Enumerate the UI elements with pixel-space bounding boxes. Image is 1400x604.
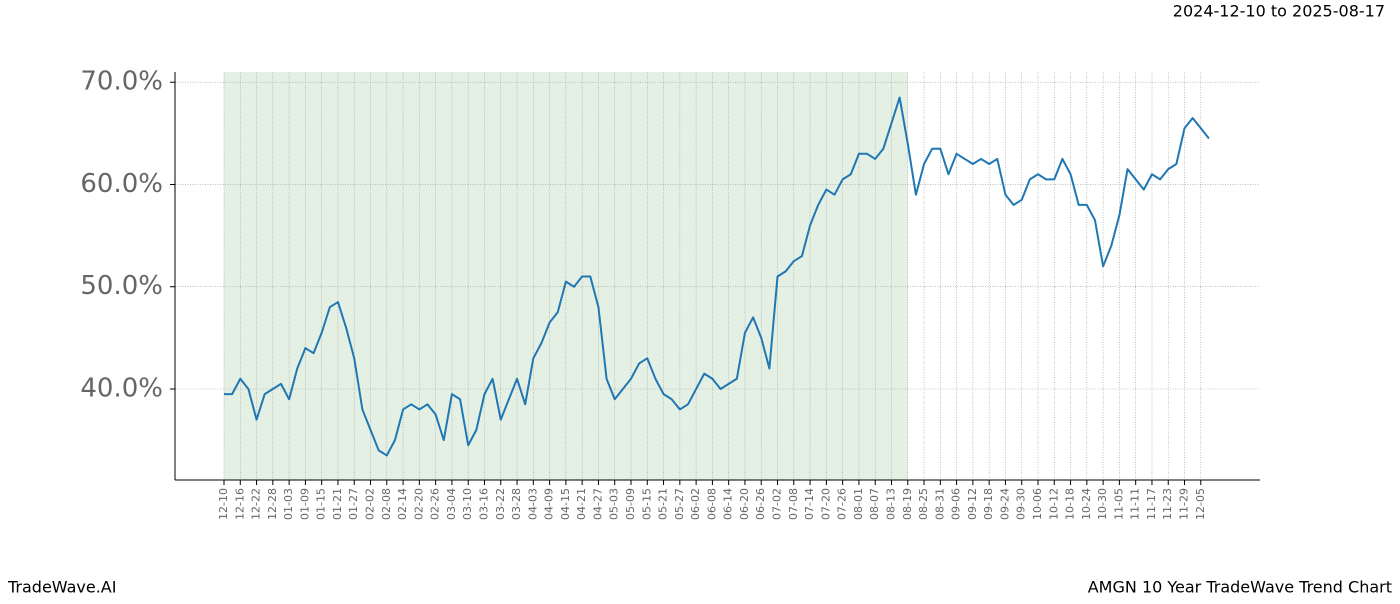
x-tick-label: 01-21: [331, 488, 344, 520]
source: TradeWave.AI: [7, 578, 116, 597]
x-tick-label: 04-27: [591, 488, 604, 520]
x-tick-label: 06-08: [705, 488, 718, 520]
x-tick-label: 08-07: [868, 488, 881, 520]
x-tick-label: 05-03: [608, 488, 621, 520]
x-tick-label: 01-03: [282, 488, 295, 520]
x-tick-label: 04-03: [526, 488, 539, 520]
x-tick-label: 09-18: [982, 488, 995, 520]
x-tick-label: 09-30: [1015, 488, 1028, 520]
x-tick-label: 07-26: [836, 488, 849, 520]
x-tick-label: 12-22: [250, 488, 263, 520]
x-tick-label: 05-27: [673, 488, 686, 520]
x-tick-label: 05-09: [624, 488, 637, 520]
x-tick-label: 02-08: [380, 488, 393, 520]
chart-title: AMGN 10 Year TradeWave Trend Chart: [1088, 578, 1392, 597]
x-tick-label: 11-11: [1129, 488, 1142, 520]
y-tick-label: 60.0%: [80, 169, 163, 199]
x-tick-label: 05-21: [657, 488, 670, 520]
x-tick-label: 10-30: [1096, 488, 1109, 520]
x-tick-label: 04-21: [575, 488, 588, 520]
x-tick-label: 08-13: [884, 488, 897, 520]
y-tick-label: 50.0%: [80, 271, 163, 301]
x-tick-label: 11-17: [1145, 488, 1158, 520]
x-tick-label: 08-25: [917, 488, 930, 520]
x-tick-label: 12-05: [1194, 488, 1207, 520]
x-tick-label: 01-09: [298, 488, 311, 520]
y-tick-label: 70.0%: [80, 67, 163, 97]
x-tick-label: 09-06: [950, 488, 963, 520]
x-tick-label: 08-31: [933, 488, 946, 520]
x-tick-label: 09-12: [966, 488, 979, 520]
x-tick-label: 08-01: [852, 488, 865, 520]
x-tick-label: 02-20: [412, 488, 425, 520]
date-range: 2024-12-10 to 2025-08-17: [1173, 2, 1385, 21]
x-tick-label: 09-24: [998, 488, 1011, 520]
x-tick-label: 02-26: [429, 488, 442, 520]
x-tick-label: 11-29: [1178, 488, 1191, 520]
x-tick-label: 04-15: [559, 488, 572, 520]
x-tick-label: 10-18: [1064, 488, 1077, 520]
x-tick-label: 07-08: [787, 488, 800, 520]
x-tick-label: 12-10: [217, 488, 230, 520]
x-tick-label: 05-15: [640, 488, 653, 520]
x-tick-label: 10-24: [1080, 488, 1093, 520]
x-tick-label: 12-16: [233, 488, 246, 520]
x-tick-label: 06-26: [754, 488, 767, 520]
y-tick-label: 40.0%: [80, 373, 163, 403]
x-tick-label: 12-28: [266, 488, 279, 520]
x-tick-label: 04-09: [543, 488, 556, 520]
x-tick-label: 06-14: [722, 488, 735, 520]
x-tick-label: 02-14: [396, 488, 409, 520]
x-tick-label: 06-20: [738, 488, 751, 520]
x-tick-label: 07-14: [803, 488, 816, 520]
x-tick-label: 01-15: [315, 488, 328, 520]
x-tick-label: 07-02: [771, 488, 784, 520]
x-tick-label: 02-02: [364, 488, 377, 520]
x-tick-label: 03-10: [461, 488, 474, 520]
x-tick-label: 10-12: [1047, 488, 1060, 520]
line-series: [224, 96, 1210, 457]
x-tick-label: 11-23: [1161, 488, 1174, 520]
x-tick-label: 03-04: [445, 488, 458, 520]
x-tick-label: 06-02: [689, 488, 702, 520]
x-tick-label: 03-22: [494, 488, 507, 520]
x-tick-label: 07-20: [819, 488, 832, 520]
x-tick-label: 10-06: [1031, 488, 1044, 520]
x-tick-label: 03-28: [510, 488, 523, 520]
x-tick-label: 08-19: [901, 488, 914, 520]
x-tick-label: 11-05: [1112, 488, 1125, 520]
highlight-region: [224, 72, 908, 480]
x-tick-label: 01-27: [347, 488, 360, 520]
x-tick-label: 03-16: [477, 488, 490, 520]
